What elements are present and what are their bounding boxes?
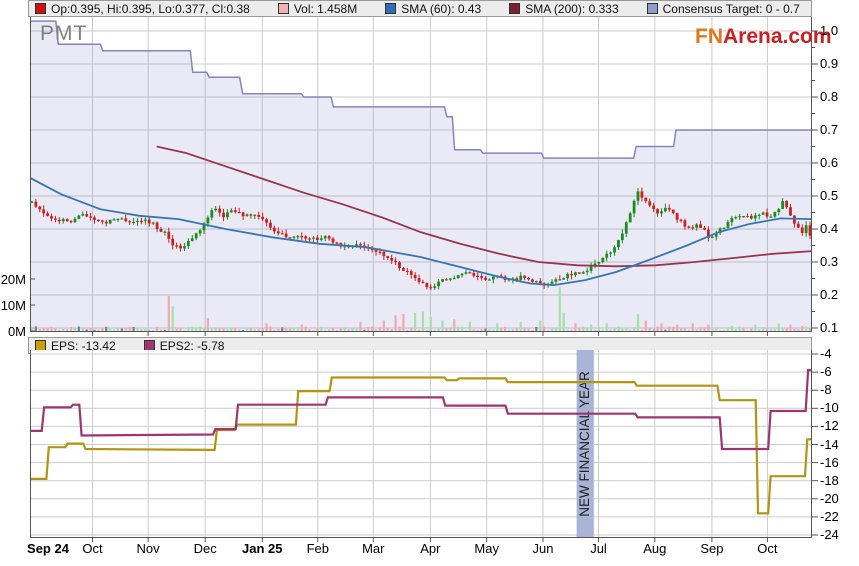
time-axis-tick: Dec	[193, 541, 217, 556]
price-chart-legend: Op:0.395, Hi:0.395, Lo:0.377, Cl:0.38 Vol…	[28, 0, 812, 17]
price-legend-swatch-icon	[277, 3, 289, 14]
price-axis-tick: 0.6	[820, 155, 839, 170]
price-axis-tick: 0.1	[820, 320, 839, 335]
volume-axis-tick: 20M	[0, 272, 26, 287]
time-axis-tick: Mar	[362, 541, 385, 556]
time-axis-tick: Sep 24	[27, 541, 69, 556]
price-axis-tick: 0.2	[820, 287, 839, 302]
eps-axis-tick: -10	[820, 400, 839, 416]
eps-axis-tick: -4	[820, 346, 832, 361]
eps-axis-tick: -24	[820, 527, 839, 542]
price-legend-item: SMA (200): 0.333	[509, 1, 619, 16]
price-legend-label: Consensus Target: 0 - 0.7	[662, 1, 800, 16]
time-axis-tick: Feb	[306, 541, 329, 556]
price-axis-tick: 0.8	[820, 89, 839, 104]
eps-axis-tick: -6	[820, 364, 832, 380]
time-axis-tick: May	[474, 541, 499, 556]
price-legend-item: Vol: 1.458M	[277, 1, 358, 16]
price-axis-tick: 0.7	[820, 122, 839, 137]
price-legend-swatch-icon	[509, 3, 521, 14]
time-axis-tick: Jul	[590, 541, 607, 556]
time-axis-tick: Jan 25	[242, 541, 283, 556]
price-axis-tick: 0.9	[820, 56, 839, 71]
price-axis-tick: 0.4	[820, 221, 839, 236]
price-chart-canvas	[30, 17, 818, 336]
volume-axis-tick: 10M	[0, 298, 26, 313]
price-axis-tick: 0.3	[820, 254, 839, 269]
new-financial-year-annotation: NEW FINANCIAL YEAR	[577, 371, 592, 517]
eps-chart-legend: EPS: -13.42 EPS2: -5.78	[28, 337, 812, 354]
price-legend-swatch-icon	[385, 3, 397, 14]
watermark-part2: Arena.com	[723, 25, 832, 48]
time-axis-tick: Oct	[757, 541, 778, 556]
price-legend-swatch-icon	[35, 3, 46, 14]
fnarena-watermark: FNArena.com	[695, 25, 832, 49]
eps-legend-label: EPS: -13.42	[51, 338, 116, 353]
eps-axis-tick: -8	[820, 382, 832, 398]
eps-axis-tick: -18	[820, 472, 839, 488]
time-axis-tick: Nov	[136, 541, 160, 556]
time-axis-tick: Jun	[532, 541, 554, 556]
eps-chart-canvas: NEW FINANCIAL YEAR	[30, 350, 818, 542]
time-axis-tick: Aug	[643, 541, 667, 556]
eps-axis-tick: -14	[820, 436, 839, 452]
eps-axis-tick: -16	[820, 454, 839, 470]
price-legend-label: Vol: 1.458M	[293, 1, 358, 16]
price-legend-label: Op:0.395, Hi:0.395, Lo:0.377, Cl:0.38	[51, 1, 250, 16]
time-axis-tick: Apr	[420, 541, 441, 556]
watermark-part1: FN	[695, 25, 723, 48]
eps-legend-item: EPS: -13.42	[35, 339, 116, 353]
price-legend-swatch-icon	[646, 3, 658, 14]
eps-axis-tick: -12	[820, 418, 839, 434]
price-legend-item: Consensus Target: 0 - 0.7	[646, 1, 800, 16]
eps-legend-label: EPS2: -5.78	[159, 338, 225, 353]
eps-axis-tick: -20	[820, 490, 839, 506]
price-legend-item: Op:0.395, Hi:0.395, Lo:0.377, Cl:0.38	[35, 2, 250, 16]
time-axis-tick: Oct	[82, 541, 103, 556]
price-legend-item: SMA (60): 0.43	[385, 2, 481, 16]
time-axis-tick: Sep	[700, 541, 724, 556]
price-legend-label: SMA (60): 0.43	[401, 1, 482, 16]
price-axis-tick: 0.5	[820, 188, 839, 203]
eps-axis-tick: -22	[820, 508, 839, 524]
ticker-symbol: PMT	[40, 22, 88, 45]
price-axis-tick: 1.0	[820, 23, 839, 38]
volume-axis-tick: 0M	[7, 324, 26, 339]
price-legend-label: SMA (200): 0.333	[525, 1, 619, 16]
